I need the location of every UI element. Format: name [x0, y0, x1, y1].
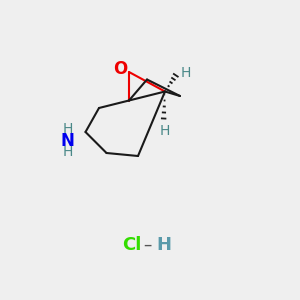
Text: H: H — [181, 66, 191, 80]
Text: H: H — [160, 124, 170, 137]
Text: H: H — [156, 236, 171, 253]
Text: –: – — [143, 236, 152, 253]
Text: H: H — [62, 122, 73, 136]
Text: N: N — [61, 132, 74, 150]
Text: H: H — [62, 146, 73, 159]
Text: Cl: Cl — [122, 236, 142, 253]
Text: O: O — [113, 60, 128, 78]
